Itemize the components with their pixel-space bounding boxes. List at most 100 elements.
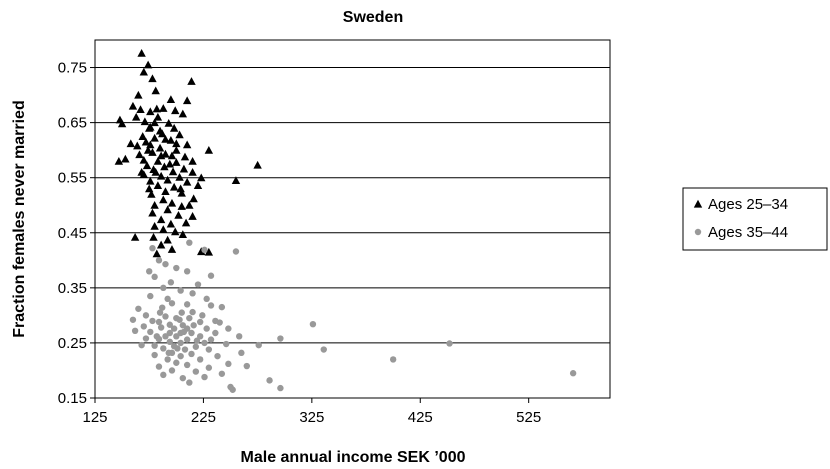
data-point [153, 333, 160, 340]
data-point [131, 327, 139, 335]
data-point [130, 232, 140, 241]
data-point [148, 74, 157, 83]
data-point [155, 363, 163, 370]
data-point [157, 324, 165, 331]
data-point [150, 201, 159, 209]
data-point [177, 339, 184, 347]
data-point [176, 316, 183, 323]
data-point [212, 329, 219, 337]
data-point [167, 151, 177, 160]
x-tick-label: 425 [408, 409, 433, 426]
data-point [181, 346, 189, 353]
data-point [147, 328, 154, 336]
data-point [203, 325, 210, 332]
data-point [129, 316, 137, 323]
data-point [164, 118, 173, 127]
y-tick-label: 0.55 [58, 170, 87, 187]
data-point [163, 175, 172, 184]
data-point [389, 356, 397, 363]
data-point [159, 304, 166, 311]
data-point [142, 161, 152, 170]
data-point [207, 302, 215, 309]
data-point [146, 268, 153, 275]
data-point [203, 295, 210, 303]
data-point [140, 117, 150, 126]
data-point [207, 272, 215, 279]
data-point [205, 346, 213, 353]
data-point [156, 215, 166, 224]
data-point [173, 333, 180, 340]
y-tick-label: 0.25 [58, 335, 87, 352]
data-point [126, 139, 135, 148]
data-point [143, 145, 153, 154]
data-point [172, 139, 181, 148]
data-point [140, 323, 147, 330]
y-tick-label: 0.15 [58, 390, 87, 407]
data-point [117, 119, 127, 128]
data-point [155, 126, 165, 135]
data-point [225, 360, 232, 368]
data-point [197, 247, 206, 256]
data-point [135, 305, 142, 312]
data-point [175, 130, 184, 139]
data-point [171, 106, 180, 115]
data-point [193, 181, 203, 189]
data-point [155, 143, 165, 152]
data-point [156, 240, 166, 249]
y-tick-label: 0.65 [58, 115, 87, 132]
data-point [179, 374, 187, 382]
x-tick-label: 525 [516, 409, 541, 426]
data-point [161, 187, 170, 196]
data-point [196, 318, 204, 326]
data-point [199, 312, 206, 319]
legend-marker [693, 199, 703, 208]
data-point [143, 60, 153, 69]
data-point [153, 156, 163, 165]
legend-label: Ages 35–44 [708, 224, 788, 241]
data-point [183, 301, 191, 308]
data-point [179, 164, 189, 173]
plot-area [94, 39, 611, 399]
data-point [164, 356, 171, 363]
data-point [179, 322, 187, 329]
data-point [190, 322, 197, 329]
data-point [231, 176, 241, 185]
data-point [193, 337, 201, 344]
data-point [238, 349, 245, 357]
data-point [151, 167, 160, 176]
data-point [277, 384, 284, 392]
data-point [182, 177, 192, 186]
data-point [176, 184, 185, 193]
data-point [145, 184, 154, 193]
series-1 [114, 49, 262, 258]
data-point [146, 140, 155, 149]
data-point [168, 167, 178, 176]
data-point [141, 137, 151, 146]
data-point [178, 230, 188, 238]
data-point [151, 351, 158, 359]
data-point [139, 67, 148, 76]
series-layer [114, 49, 577, 393]
data-point [156, 171, 166, 180]
data-point [166, 338, 174, 346]
data-point [172, 158, 181, 166]
y-tick-label: 0.35 [58, 280, 87, 297]
data-point [177, 287, 184, 294]
data-point [137, 49, 146, 57]
data-point [183, 361, 191, 369]
data-point [148, 148, 157, 156]
x-axis-label: Male annual income SEK ’000 [241, 449, 466, 466]
data-point [164, 295, 171, 303]
data-point [201, 339, 208, 347]
data-point [159, 104, 168, 112]
data-point [218, 370, 226, 377]
data-point [212, 317, 219, 325]
data-point [168, 300, 176, 307]
data-point [180, 328, 188, 336]
data-point [204, 145, 214, 154]
data-point [166, 95, 176, 104]
data-point [225, 325, 232, 332]
data-point [173, 264, 180, 272]
x-axis: 125 225 325 425 525 [82, 398, 541, 426]
data-point [149, 244, 156, 252]
